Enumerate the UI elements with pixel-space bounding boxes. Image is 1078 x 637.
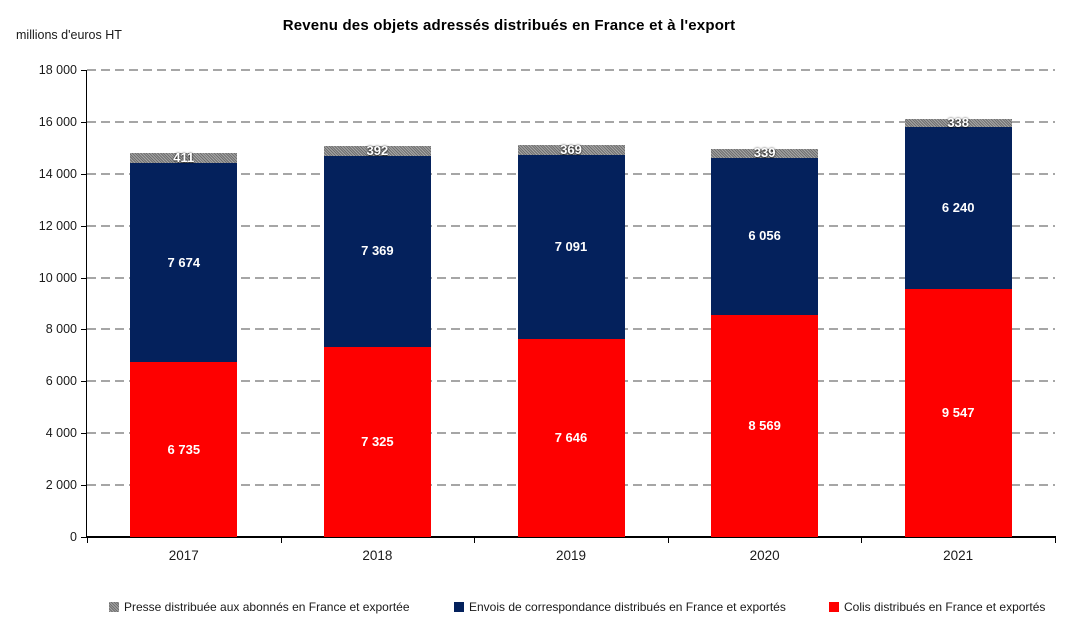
bar-segment	[130, 163, 238, 363]
bar-value-label: 6 240	[941, 200, 975, 216]
bar-segment	[517, 145, 625, 155]
y-axis-line	[86, 70, 87, 537]
legend-label-presse: Presse distribuée aux abonnés en France …	[124, 600, 410, 614]
legend: Presse distribuée aux abonnés en France …	[0, 600, 1078, 618]
y-axis-tick	[81, 329, 87, 331]
x-axis-line	[86, 536, 1056, 538]
bar-value-label: 6 056	[748, 228, 781, 244]
bar-2019: 7 646 7 091 369	[517, 70, 625, 537]
bar-2020: 8 569 6 056 339	[711, 70, 819, 537]
bar-segment	[711, 314, 819, 537]
bar-value-label: 6 735	[167, 441, 201, 457]
y-axis-tick	[81, 225, 87, 227]
bar-segment	[323, 155, 431, 347]
x-category-label: 2018	[362, 548, 393, 563]
y-axis-tick	[81, 381, 87, 383]
bar-segment	[517, 338, 625, 537]
x-axis-tick	[861, 537, 862, 543]
bar-2021: 9 547 6 240 338	[904, 70, 1012, 537]
legend-item-presse: Presse distribuée aux abonnés en France …	[109, 600, 410, 614]
legend-label-envois: Envois de correspondance distribués en F…	[469, 600, 786, 614]
bar-value-label: 7 674	[167, 254, 201, 270]
bar-segment	[904, 118, 1012, 128]
y-axis-tick	[81, 173, 87, 175]
y-tick-label: 2 000	[45, 478, 77, 493]
legend-item-envois: Envois de correspondance distribués en F…	[454, 600, 786, 614]
bar-2017: 6 735 7 674 411	[130, 70, 238, 537]
x-category-label: 2017	[168, 548, 199, 563]
bar-value-label: 339	[753, 145, 776, 161]
x-axis-tick	[668, 537, 669, 543]
gridline	[87, 120, 1055, 123]
y-tick-label: 10 000	[38, 270, 77, 285]
bar-value-label: 7 369	[361, 243, 394, 259]
bar-value-label: 338	[947, 115, 970, 131]
legend-item-colis: Colis distribués en France et exportés	[829, 600, 1045, 614]
y-axis-tick	[81, 485, 87, 487]
chart-title: Revenu des objets adressés distribués en…	[282, 17, 736, 34]
legend-label-colis: Colis distribués en France et exportés	[844, 600, 1046, 614]
bar-value-label: 369	[560, 141, 582, 157]
x-category-label: 2021	[943, 548, 974, 563]
x-category-label: 2020	[749, 548, 780, 563]
y-axis-tick	[81, 277, 87, 279]
bar-value-label: 411	[173, 149, 195, 165]
x-axis-tick	[1055, 537, 1056, 543]
colis-legend-swatch-icon	[829, 602, 839, 612]
plot-area: 0 2 000 4 000 6 000 8 000 10 000 12 000 14 000 1…	[39, 63, 1056, 563]
bar-segment	[130, 362, 238, 537]
y-axis-tick	[81, 70, 87, 71]
y-axis-tick	[81, 433, 87, 435]
bar-value-label: 7 091	[554, 238, 588, 254]
bar-segment	[323, 145, 431, 156]
bar-value-label: 392	[366, 142, 389, 158]
bar-segment	[323, 346, 431, 537]
bar-segment	[711, 148, 819, 158]
y-axis-tick	[81, 121, 87, 123]
bar-segment	[517, 154, 625, 339]
envois-legend-swatch-icon	[454, 602, 464, 612]
y-axis-unit-label: millions d'euros HT	[16, 28, 122, 42]
y-tick-label: 12 000	[38, 218, 77, 233]
bar-segment	[904, 127, 1012, 290]
y-tick-label: 14 000	[38, 166, 77, 181]
y-tick-label: 8 000	[45, 322, 77, 337]
x-axis-tick	[474, 537, 475, 543]
bar-value-label: 9 547	[941, 405, 975, 421]
y-axis-tick	[81, 537, 87, 538]
bar-value-label: 7 646	[554, 429, 588, 445]
y-tick-label: 4 000	[45, 426, 77, 441]
bar-2018: 7 325 7 369 392	[323, 70, 431, 537]
y-tick-label: 18 000	[38, 63, 77, 77]
y-tick-label: 16 000	[38, 114, 77, 129]
y-tick-label: 6 000	[45, 374, 77, 389]
x-axis-tick	[281, 537, 282, 543]
y-tick-label: 0	[70, 530, 77, 544]
x-axis-tick	[87, 537, 88, 543]
bar-segment	[711, 157, 819, 315]
bar-segment	[904, 289, 1012, 537]
bar-segment	[130, 152, 238, 164]
bar-value-label: 8 569	[748, 417, 781, 433]
presse-legend-swatch-icon	[109, 602, 119, 612]
gridline	[87, 69, 1055, 71]
bar-value-label: 7 325	[361, 433, 394, 449]
x-category-label: 2019	[555, 548, 587, 563]
